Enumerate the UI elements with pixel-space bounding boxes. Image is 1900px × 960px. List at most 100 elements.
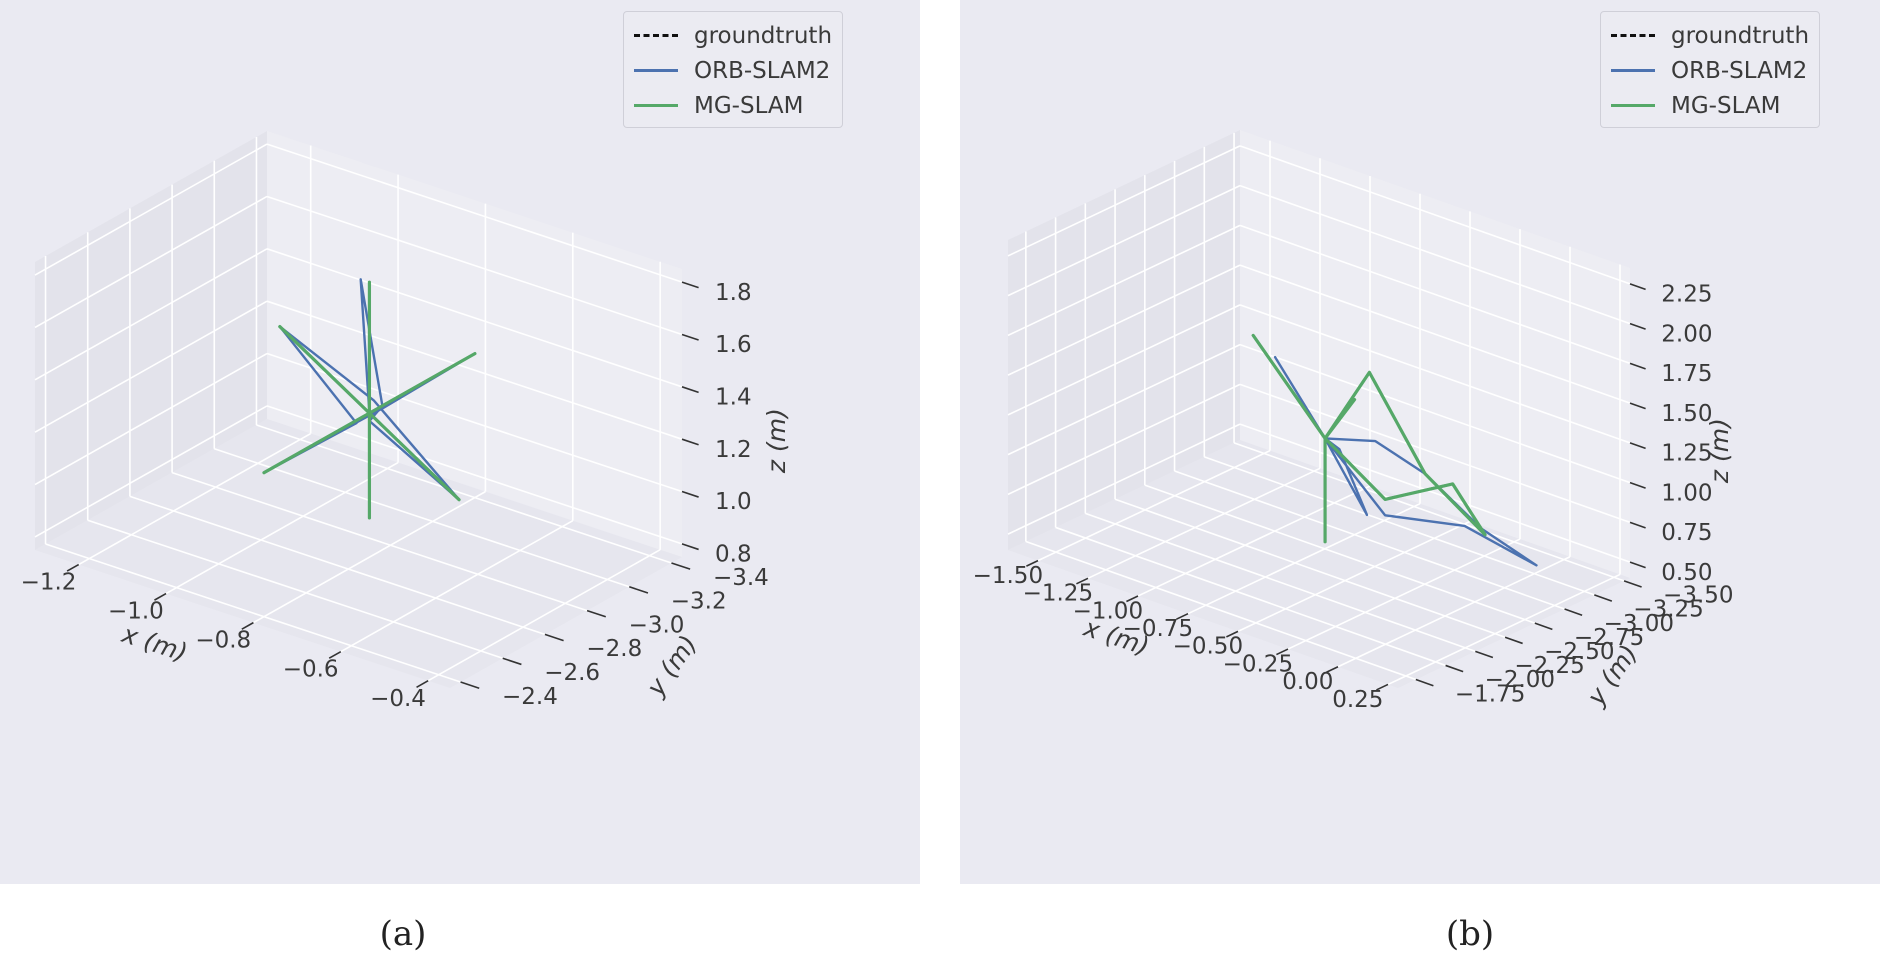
- x-tick-mark: [66, 563, 80, 572]
- x-tick-label: −1.2: [21, 570, 77, 596]
- panel-caption-b: (b): [1445, 914, 1495, 954]
- z-tick-label: 1.8: [715, 280, 752, 306]
- z-axis-label: z (m): [762, 408, 791, 474]
- z-tick-label: 1.50: [1661, 401, 1712, 427]
- y-tick-mark: [1415, 678, 1434, 687]
- gridline-z: [1239, 304, 1631, 444]
- pane-floor: [35, 419, 682, 688]
- gridline-x: [1287, 538, 1521, 650]
- z-tick-mark: [1629, 283, 1646, 291]
- gridline-z: [1007, 145, 1241, 257]
- y-tick-label: −2.4: [502, 684, 558, 710]
- y-tick-label: −3.00: [1604, 611, 1674, 637]
- chart-panel-b: −1.50 −1.25 −1.00 −0.75 −0.50 −0.25 0.00 0.25 −1…: [960, 0, 1880, 884]
- chart-b-plot: −1.50−1.25−1.00−0.75−0.50−0.250.000.25 −1…: [973, 130, 1734, 713]
- gridline-y: [1114, 498, 1506, 638]
- gridline-x: [1087, 467, 1321, 580]
- legend-entry-mg-slam: MG-SLAM: [634, 88, 832, 123]
- z-tick-label: 1.4: [715, 384, 752, 410]
- gridline-x: [1387, 573, 1621, 686]
- gridline-y: [214, 448, 630, 588]
- gridline-x: [165, 461, 399, 595]
- y-tick-label: −3.2: [671, 589, 727, 615]
- pane-left: [1008, 130, 1240, 550]
- x-tick-mark: [1326, 666, 1339, 673]
- gridline-z: [1007, 224, 1241, 337]
- mg-slam-trajectory: [262, 280, 477, 520]
- gridline-x: [253, 490, 486, 624]
- y-tick-mark: [1475, 650, 1494, 659]
- y-tick-mark: [544, 633, 564, 642]
- z-tick-label: 1.0: [715, 489, 752, 515]
- z-tick-mark: [1629, 521, 1646, 529]
- orb-slam2-swatch: [1611, 69, 1655, 72]
- gridline-y: [45, 543, 461, 683]
- x-tick-label: −1.0: [108, 599, 164, 625]
- z-tick-label: 1.6: [715, 332, 752, 358]
- x-tick-label: −0.6: [283, 657, 339, 683]
- z-tick-label: 0.75: [1661, 520, 1712, 546]
- x-tick-mark: [1126, 595, 1139, 603]
- gridline-y: [1174, 470, 1565, 610]
- gridline-z: [266, 195, 683, 336]
- gridline-z: [266, 352, 683, 493]
- chart-a-plot: −1.2 −1.0 −0.8 −0.6 −0.4 −2.4−2.6−2.8−3.0−3.2…: [21, 131, 791, 712]
- panel-caption-a: (a): [379, 914, 427, 954]
- gridline-y: [129, 495, 546, 636]
- y-tick-label: −2.00: [1485, 667, 1555, 693]
- gridline-z: [266, 405, 683, 545]
- legend-entry-groundtruth: groundtruth: [634, 18, 832, 53]
- gridline-z: [34, 300, 268, 433]
- x-tick-mark: [1176, 612, 1189, 620]
- gridline-y: [1085, 512, 1476, 653]
- gridline-y: [256, 424, 672, 564]
- z-tick-mark: [1629, 561, 1646, 569]
- z-tick-mark: [1629, 442, 1646, 450]
- y-tick-label: −2.25: [1514, 653, 1584, 679]
- z-tick-mark: [681, 333, 699, 341]
- legend-entry-mg-slam: MG-SLAM: [1611, 88, 1809, 123]
- legend-label: ORB-SLAM2: [694, 57, 831, 84]
- x-tick-mark: [1076, 577, 1089, 585]
- gridline-z: [1007, 184, 1241, 297]
- z-tick-label: 0.50: [1661, 560, 1712, 586]
- x-axis-label: x (m): [118, 619, 191, 667]
- legend-label: ORB-SLAM2: [1671, 57, 1808, 84]
- gridline-y: [1144, 484, 1536, 624]
- z-tick-label: 0.8: [715, 542, 752, 568]
- orb-slam2-trajectory: [1273, 355, 1538, 567]
- gridline-z: [34, 405, 268, 538]
- gridline-z: [1007, 383, 1241, 496]
- gridline-y: [87, 519, 503, 659]
- orb-slam2-trajectory: [262, 278, 477, 520]
- legend-label: MG-SLAM: [694, 92, 804, 119]
- legend-b: groundtruth ORB-SLAM2 MG-SLAM: [1600, 11, 1821, 128]
- gridline-z: [1007, 304, 1241, 416]
- z-tick-label: 1.2: [715, 437, 752, 463]
- x-tick-label: −1.25: [1023, 581, 1093, 607]
- z-tick-mark: [681, 543, 699, 551]
- z-tick-mark: [681, 281, 699, 289]
- gridline-x: [1187, 502, 1421, 615]
- y-tick-mark: [629, 586, 649, 594]
- gridline-x: [427, 549, 661, 682]
- y-tick-mark: [460, 681, 480, 690]
- z-tick-mark: [681, 490, 699, 498]
- z-tick-label: 1.00: [1661, 480, 1712, 506]
- z-tick-mark: [681, 386, 699, 394]
- z-tick-mark: [681, 438, 699, 446]
- x-tick-mark: [241, 621, 254, 630]
- y-tick-label: −2.50: [1544, 639, 1614, 665]
- y-tick-mark: [1623, 580, 1642, 588]
- z-axis-label: z (m): [1705, 418, 1734, 484]
- gridline-z: [34, 195, 268, 329]
- gridline-z: [266, 300, 683, 440]
- gridline-z: [1007, 343, 1241, 456]
- gridline-x: [78, 432, 312, 566]
- gridline-z: [1239, 145, 1631, 285]
- y-tick-mark: [586, 609, 607, 618]
- x-tick-label: −0.8: [195, 628, 251, 654]
- y-tick-mark: [1594, 594, 1613, 602]
- z-tick-label: 1.75: [1661, 361, 1712, 387]
- gridline-y: [1233, 442, 1625, 582]
